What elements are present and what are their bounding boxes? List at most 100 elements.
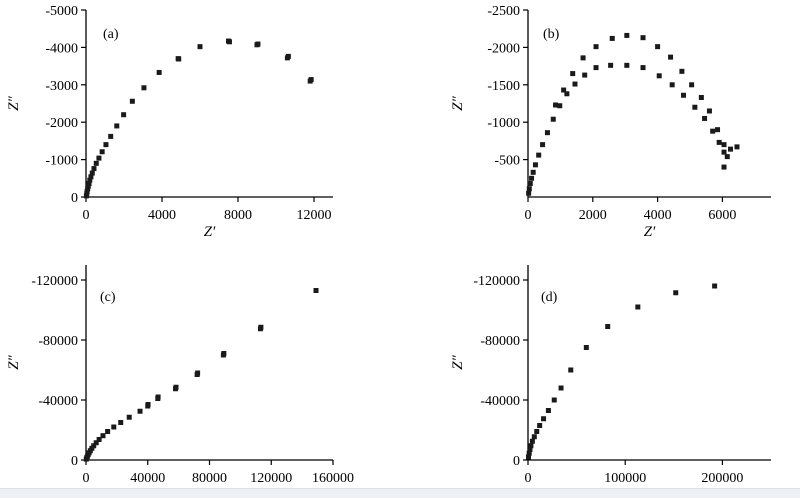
y-tick-label: -2000 <box>45 116 78 131</box>
data-point <box>668 54 674 60</box>
data-point <box>721 149 727 155</box>
data-point <box>118 420 124 425</box>
panel-label: (a) <box>103 27 119 42</box>
data-point <box>593 65 599 71</box>
data-point <box>255 41 261 47</box>
data-point <box>635 304 641 310</box>
data-point <box>529 175 535 181</box>
y-axis-title: Z″ <box>450 354 466 369</box>
data-point <box>145 402 151 407</box>
y-tick-label: -4000 <box>45 41 78 56</box>
x-tick-label: 0 <box>83 471 90 486</box>
data-point <box>564 91 570 97</box>
data-point <box>582 72 588 78</box>
data-point <box>226 39 232 45</box>
y-tick-label: -1500 <box>487 79 520 94</box>
data-point <box>99 149 105 155</box>
data-point <box>561 87 567 93</box>
bottom-strip <box>0 488 800 498</box>
data-point <box>669 82 675 88</box>
y-axis-title: Z″ <box>6 95 22 110</box>
panel-label: (d) <box>541 290 558 305</box>
panel-label: (b) <box>543 27 560 42</box>
x-tick-label: 100000 <box>604 471 646 486</box>
data-point <box>529 438 535 444</box>
data-point <box>557 103 563 109</box>
y-tick-label: 0 <box>71 454 78 469</box>
data-point <box>702 115 708 121</box>
data-point <box>100 433 106 439</box>
y-tick-label: -80000 <box>38 334 78 349</box>
x-tick-label: 4000 <box>148 208 176 223</box>
data-point <box>712 283 718 289</box>
y-tick-label: -1000 <box>45 154 78 169</box>
data-point <box>84 188 90 194</box>
data-point <box>692 104 698 110</box>
x-tick-label: 40000 <box>130 471 165 486</box>
data-point <box>121 112 127 118</box>
data-point <box>89 170 95 176</box>
data-point <box>608 62 614 68</box>
x-tick-label: 80000 <box>192 471 227 486</box>
data-point <box>609 35 615 41</box>
figure: 0 4000 8000 120000-1000-2000-3000-4000-5000… <box>6 4 771 486</box>
y-axis-title: Z″ <box>450 95 466 110</box>
data-point <box>285 53 291 59</box>
y-tick-label: -2000 <box>487 41 520 56</box>
data-point <box>624 32 630 38</box>
y-tick-label: -1000 <box>487 116 520 131</box>
data-point <box>88 174 94 180</box>
data-point <box>536 152 542 158</box>
chart-panel-a: 0 4000 8000 12000 0 -1000 -2000 -3000 -4000 -5000… <box>6 4 333 240</box>
y-tick-label: 0 <box>513 454 520 469</box>
data-point <box>531 434 537 440</box>
data-point <box>126 414 132 420</box>
data-point <box>550 116 556 122</box>
data-point <box>197 44 203 50</box>
data-point <box>545 408 551 413</box>
data-point <box>534 429 540 434</box>
data-point <box>558 385 564 391</box>
data-point <box>537 423 543 428</box>
chart-panel-c: 0 40000 80000 120000 160000 0 -40000 -80000 -120… <box>6 265 354 486</box>
data-point <box>308 77 314 83</box>
data-point <box>111 424 117 430</box>
data-point <box>156 69 162 75</box>
data-point <box>105 429 111 434</box>
data-point <box>85 186 91 192</box>
y-axis-title: Z″ <box>6 354 22 369</box>
data-point <box>525 454 531 460</box>
data-point <box>640 65 646 71</box>
x-tick-label: 0 <box>83 208 90 223</box>
data-point <box>137 408 143 414</box>
data-point <box>715 127 721 133</box>
y-tick-label: 0 <box>71 191 78 206</box>
data-point <box>526 450 532 456</box>
data-point <box>716 139 722 145</box>
data-point <box>527 447 533 452</box>
data-point <box>681 92 687 98</box>
data-point <box>532 162 538 168</box>
data-point <box>89 445 95 451</box>
data-point <box>655 44 661 50</box>
data-point <box>640 35 646 41</box>
data-point <box>176 56 182 62</box>
data-point <box>86 181 92 187</box>
x-tick-label: 0 <box>525 208 532 223</box>
y-tick-label: -80000 <box>480 334 520 349</box>
x-tick-label: 2000 <box>579 208 607 223</box>
data-point <box>313 288 319 293</box>
data-point <box>673 290 679 296</box>
data-point <box>656 73 662 79</box>
data-point <box>530 169 536 175</box>
data-point <box>195 370 201 376</box>
data-point <box>540 142 546 148</box>
data-point <box>155 394 161 400</box>
data-point <box>221 351 227 356</box>
x-tick-label: 4000 <box>644 208 672 223</box>
data-point <box>721 164 727 170</box>
data-point <box>544 130 550 136</box>
y-tick-label: -500 <box>494 154 520 169</box>
y-tick-label: -5000 <box>45 4 78 19</box>
data-point <box>93 160 99 166</box>
